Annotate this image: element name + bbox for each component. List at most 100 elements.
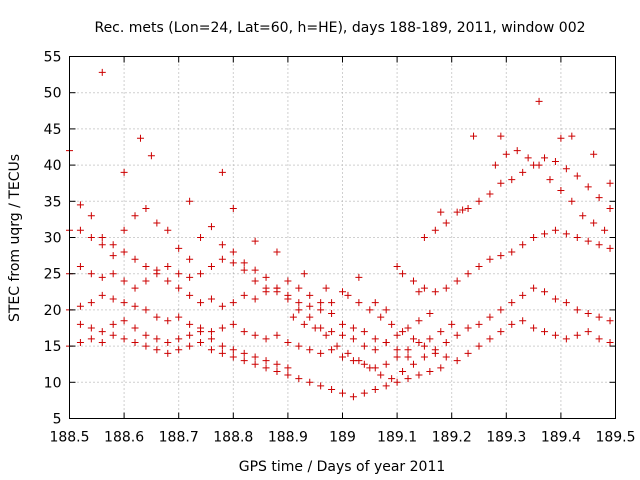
- x-tick-label: 189.2: [432, 430, 472, 446]
- data-point: [415, 317, 423, 325]
- data-point: [120, 277, 128, 285]
- data-point: [87, 299, 95, 307]
- data-point: [464, 324, 472, 332]
- data-point: [551, 157, 559, 165]
- data-point: [229, 259, 237, 267]
- data-point: [453, 277, 461, 285]
- data-point: [431, 288, 439, 296]
- data-point: [475, 342, 483, 350]
- data-point: [229, 299, 237, 307]
- data-point: [218, 302, 226, 310]
- data-point: [109, 241, 117, 249]
- data-point: [87, 270, 95, 278]
- data-point: [164, 262, 172, 270]
- data-point: [360, 328, 368, 336]
- data-point: [349, 324, 357, 332]
- data-point: [175, 270, 183, 278]
- data-point: [142, 342, 150, 350]
- data-point: [393, 346, 401, 354]
- data-point: [142, 262, 150, 270]
- data-point: [197, 299, 205, 307]
- data-point: [284, 371, 292, 379]
- series-track-08: [344, 291, 614, 365]
- x-tick-label: 188.9: [268, 430, 308, 446]
- data-point: [87, 324, 95, 332]
- data-point: [393, 331, 401, 339]
- data-point: [218, 342, 226, 350]
- data-point: [120, 168, 128, 176]
- data-point: [584, 237, 592, 245]
- series-track-10: [420, 154, 614, 241]
- data-point: [355, 273, 363, 281]
- x-axis-label: GPS time / Days of year 2011: [239, 459, 446, 475]
- data-point: [595, 313, 603, 321]
- data-point: [295, 375, 303, 383]
- data-point: [606, 205, 614, 213]
- data-point: [491, 161, 499, 169]
- data-point: [109, 252, 117, 260]
- data-point: [573, 234, 581, 241]
- y-tick-label: 40: [44, 158, 62, 174]
- data-point: [431, 226, 439, 234]
- data-point: [98, 291, 106, 299]
- data-point: [164, 349, 172, 357]
- data-point: [420, 284, 428, 292]
- y-tick-label: 10: [44, 375, 62, 391]
- data-point: [164, 277, 172, 285]
- data-point: [568, 197, 576, 205]
- data-point: [464, 270, 472, 278]
- data-point: [502, 150, 510, 158]
- data-point: [486, 255, 494, 263]
- data-point: [442, 353, 450, 361]
- data-point: [317, 306, 325, 314]
- series-track-09: [399, 226, 614, 296]
- data-point: [273, 367, 281, 375]
- data-point: [339, 389, 346, 397]
- data-point: [453, 357, 461, 365]
- data-point: [415, 338, 423, 346]
- data-point: [98, 68, 106, 76]
- data-point: [595, 194, 603, 202]
- data-point: [530, 234, 538, 241]
- data-point: [486, 190, 494, 198]
- data-point: [120, 248, 128, 256]
- data-point: [448, 320, 456, 328]
- data-point: [562, 230, 570, 238]
- data-point: [371, 386, 379, 394]
- data-point: [557, 134, 565, 142]
- data-point: [393, 262, 401, 270]
- data-point: [475, 320, 483, 328]
- data-point: [284, 277, 292, 285]
- data-point: [76, 262, 84, 270]
- data-point: [442, 338, 450, 346]
- data-point: [131, 284, 139, 292]
- data-point: [579, 212, 587, 220]
- data-point: [186, 255, 194, 263]
- data-point: [131, 255, 139, 263]
- data-point: [590, 150, 598, 158]
- data-point: [551, 295, 559, 303]
- series-track-04: [66, 291, 456, 372]
- data-point: [284, 338, 292, 346]
- y-tick-label: 45: [44, 122, 62, 138]
- data-point: [218, 168, 226, 176]
- x-tick-label: 189: [329, 430, 356, 446]
- data-point: [197, 328, 205, 336]
- data-point: [295, 299, 303, 307]
- data-point: [606, 317, 614, 325]
- data-point: [530, 324, 538, 332]
- data-point: [546, 176, 554, 184]
- data-point: [87, 335, 95, 343]
- data-point: [207, 346, 215, 354]
- data-point: [426, 310, 434, 318]
- data-point: [207, 262, 215, 270]
- data-point: [399, 367, 407, 375]
- data-point: [453, 208, 461, 216]
- series-track-07: [289, 284, 614, 383]
- data-point: [366, 364, 374, 372]
- x-tick-label: 188.7: [159, 430, 199, 446]
- x-tick-label: 188.8: [213, 430, 253, 446]
- data-point: [251, 295, 259, 303]
- data-point: [475, 197, 483, 205]
- series-track-03: [66, 262, 412, 361]
